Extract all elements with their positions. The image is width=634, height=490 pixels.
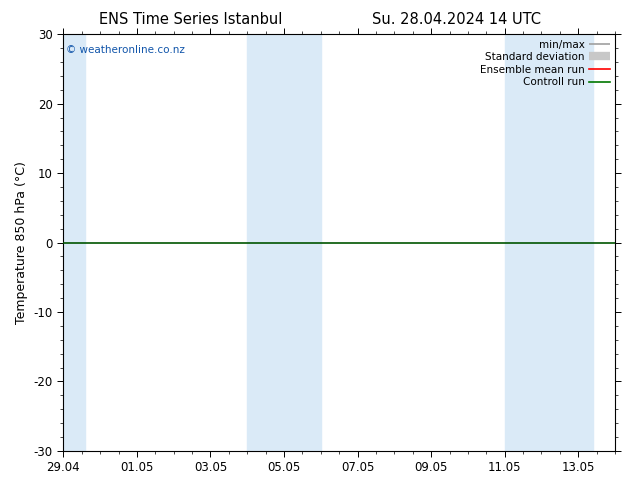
- Bar: [247, 34, 321, 451]
- Y-axis label: Temperature 850 hPa (°C): Temperature 850 hPa (°C): [15, 161, 28, 324]
- Text: Su. 28.04.2024 14 UTC: Su. 28.04.2024 14 UTC: [372, 12, 541, 27]
- Text: ENS Time Series Istanbul: ENS Time Series Istanbul: [98, 12, 282, 27]
- Legend: min/max, Standard deviation, Ensemble mean run, Controll run: min/max, Standard deviation, Ensemble me…: [478, 37, 612, 89]
- Text: © weatheronline.co.nz: © weatheronline.co.nz: [66, 45, 185, 55]
- Bar: [63, 34, 86, 451]
- Bar: [505, 34, 593, 451]
